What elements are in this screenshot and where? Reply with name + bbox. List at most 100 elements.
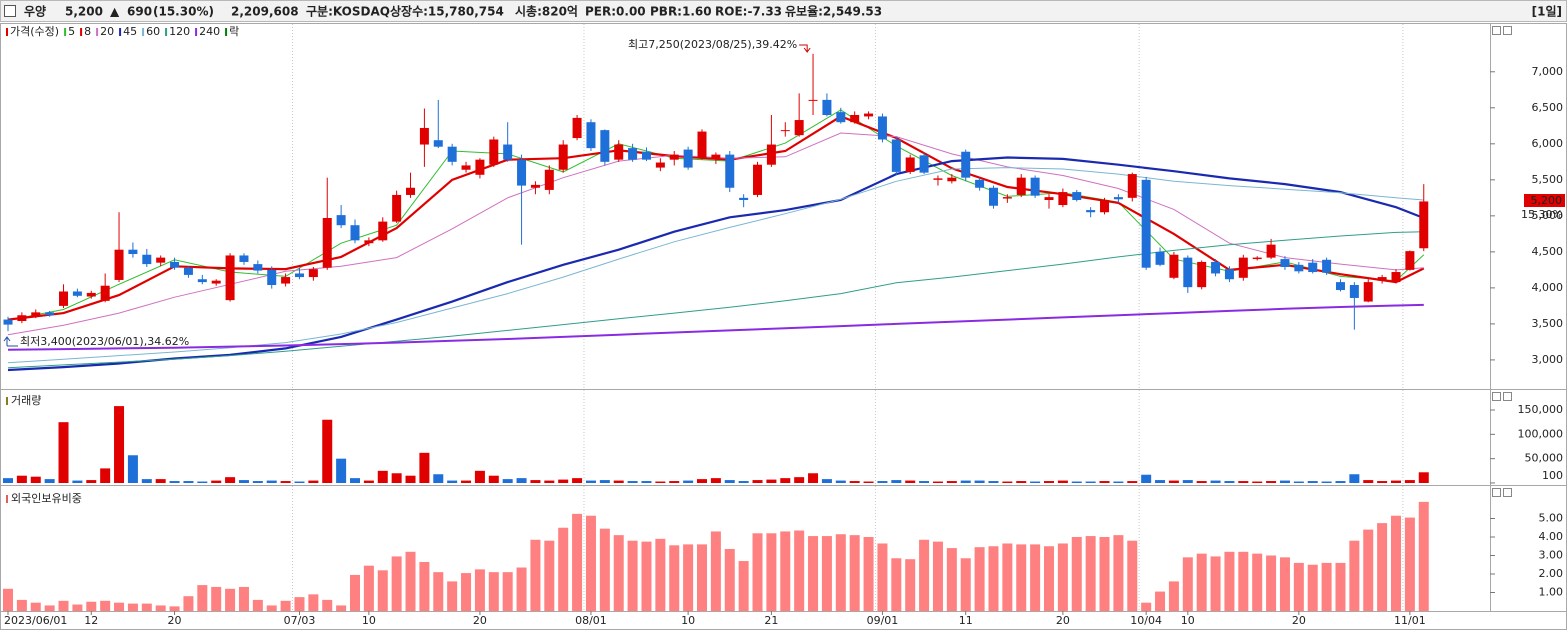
bar	[599, 528, 610, 611]
header-item: PBR:1.60	[650, 5, 712, 19]
candle-body	[1335, 282, 1345, 291]
candle-body	[1100, 199, 1110, 213]
legend-label: 240	[199, 25, 220, 38]
annotation-arrow	[799, 44, 811, 53]
candle-body	[822, 99, 832, 115]
bar	[197, 481, 208, 483]
pane-button[interactable]	[1492, 26, 1501, 35]
checkbox[interactable]	[4, 5, 16, 17]
bar	[919, 539, 930, 611]
period-label: [1일]	[1532, 5, 1562, 19]
bar	[697, 544, 707, 611]
candle-body	[1141, 179, 1151, 268]
y-tick-label: 5.00	[1539, 511, 1564, 524]
bar	[1307, 564, 1318, 611]
bar	[919, 481, 930, 483]
bar	[155, 605, 166, 611]
bar	[238, 480, 249, 483]
bar	[225, 588, 236, 611]
x-tick-label: 11	[959, 614, 973, 627]
header: 우양 5,200 ▲ 690 (15.30%) 2,209,608 구분:KOSDAQ 상장수…	[24, 4, 1562, 19]
bar	[780, 531, 791, 611]
bar	[988, 546, 999, 611]
bar	[1404, 480, 1415, 483]
candle-body	[641, 151, 651, 160]
candle-body	[183, 267, 193, 275]
bar	[405, 551, 416, 611]
x-tick-label: 07/03	[284, 614, 316, 627]
bar	[1238, 551, 1249, 611]
pane-title: 외국인보유비중	[11, 492, 82, 505]
bar	[252, 599, 263, 611]
bar	[238, 586, 249, 611]
candle-body	[517, 159, 527, 186]
bar	[613, 535, 624, 611]
pane-button[interactable]	[1503, 26, 1512, 35]
bar	[683, 544, 694, 611]
bar	[710, 478, 721, 483]
bar	[1196, 553, 1207, 611]
bar	[780, 478, 791, 483]
ma-line	[7, 156, 1425, 372]
candle-body	[891, 139, 901, 172]
bar	[1252, 553, 1263, 611]
candle-body	[239, 255, 249, 262]
candle-body	[530, 184, 540, 188]
candle-body	[350, 225, 360, 241]
bar	[724, 549, 735, 611]
x-tick-label: 10	[1181, 614, 1195, 627]
candle-body	[1016, 177, 1026, 195]
bar	[891, 480, 902, 483]
legend-label: 120	[169, 25, 190, 38]
candle-body	[322, 218, 332, 268]
bar	[946, 481, 957, 483]
bar	[1210, 556, 1221, 611]
bar	[808, 536, 819, 611]
candle-body	[850, 114, 860, 123]
bar	[1141, 602, 1152, 611]
bar	[433, 572, 444, 611]
bar	[141, 603, 152, 611]
bar	[308, 594, 319, 611]
candle-body	[31, 312, 41, 316]
pane-button[interactable]	[1503, 392, 1512, 401]
pane-button[interactable]	[1492, 488, 1501, 497]
legend-label: 락	[229, 25, 239, 38]
candle-body	[1224, 269, 1234, 280]
bar	[3, 588, 13, 611]
bar	[280, 481, 291, 483]
pane-button[interactable]	[1503, 488, 1512, 497]
candle-body	[572, 117, 582, 139]
bar	[1210, 480, 1221, 483]
legend-label: 가격(수정)	[10, 25, 59, 38]
candle-body	[72, 291, 82, 296]
annotation-arrow	[3, 336, 18, 347]
bar	[1044, 546, 1054, 611]
candle-body	[59, 291, 69, 306]
candle-body	[739, 197, 749, 200]
y-tick-label: 50,000	[1525, 452, 1564, 465]
bar	[558, 527, 569, 611]
candle-body	[600, 130, 610, 162]
bar	[1168, 480, 1179, 483]
candle-body	[461, 165, 471, 170]
pane-button[interactable]	[1492, 392, 1501, 401]
header-item: 우양	[24, 4, 46, 19]
bar	[183, 481, 194, 483]
bar	[1418, 472, 1429, 483]
y-tick-label: 6,000	[1532, 137, 1564, 150]
candle-body	[142, 254, 152, 265]
candle-body	[933, 178, 943, 180]
candle-body	[197, 279, 207, 283]
bar	[169, 606, 180, 611]
bar	[308, 480, 319, 483]
bar	[1377, 481, 1388, 483]
candle-body	[156, 257, 166, 263]
bar	[613, 480, 624, 483]
legend-swatch	[80, 28, 83, 36]
candle-body	[489, 139, 499, 165]
legend-swatch	[195, 28, 198, 36]
candle-body	[45, 312, 55, 316]
candle-body	[17, 315, 27, 322]
candle-body	[378, 221, 388, 241]
